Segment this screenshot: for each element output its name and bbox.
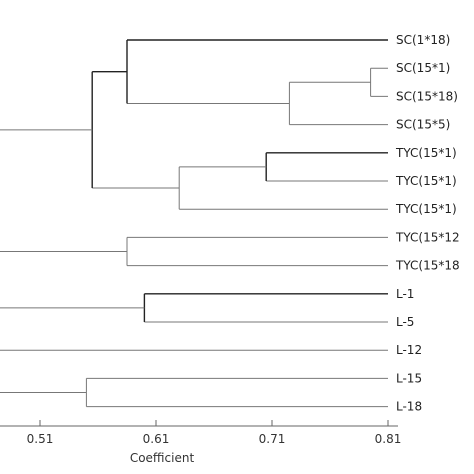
leaf-labels: SC(1*18) SC(15*1) SC(15*18) SC(15*5) TYC(15*… (395, 33, 460, 414)
leaf-label-l1: L-1 (396, 287, 414, 301)
leaf-label-tyc5: TYC(15*18 (395, 259, 460, 273)
coefficient-axis: 0.51 0.61 0.71 0.81 Coefficient (0, 420, 401, 465)
axis-tick-label-0: 0.51 (27, 432, 54, 446)
leaf-label-l18: L-18 (396, 400, 422, 414)
leaf-label-tyc1: TYC(15*1) (395, 146, 457, 160)
leaf-label-tyc2: TYC(15*1) (395, 174, 457, 188)
dendrogram-branches (0, 39, 388, 408)
leaf-label-sc3: SC(15*18) (396, 89, 458, 103)
leaf-label-l5: L-5 (396, 315, 414, 329)
leaf-label-sc4: SC(15*5) (396, 118, 450, 132)
axis-title: Coefficient (130, 451, 195, 465)
axis-tick-label-3: 0.81 (375, 432, 402, 446)
axis-ticks: 0.51 0.61 0.71 0.81 (27, 420, 402, 446)
leaf-label-sc1: SC(1*18) (396, 33, 450, 47)
axis-tick-label-2: 0.71 (259, 432, 286, 446)
leaf-label-l12: L-12 (396, 343, 422, 357)
leaf-label-sc2: SC(15*1) (396, 61, 450, 75)
axis-tick-label-1: 0.61 (143, 432, 170, 446)
leaf-label-l15: L-15 (396, 371, 422, 385)
leaf-label-tyc3: TYC(15*1) (395, 202, 457, 216)
leaf-label-tyc4: TYC(15*12 (395, 230, 460, 244)
